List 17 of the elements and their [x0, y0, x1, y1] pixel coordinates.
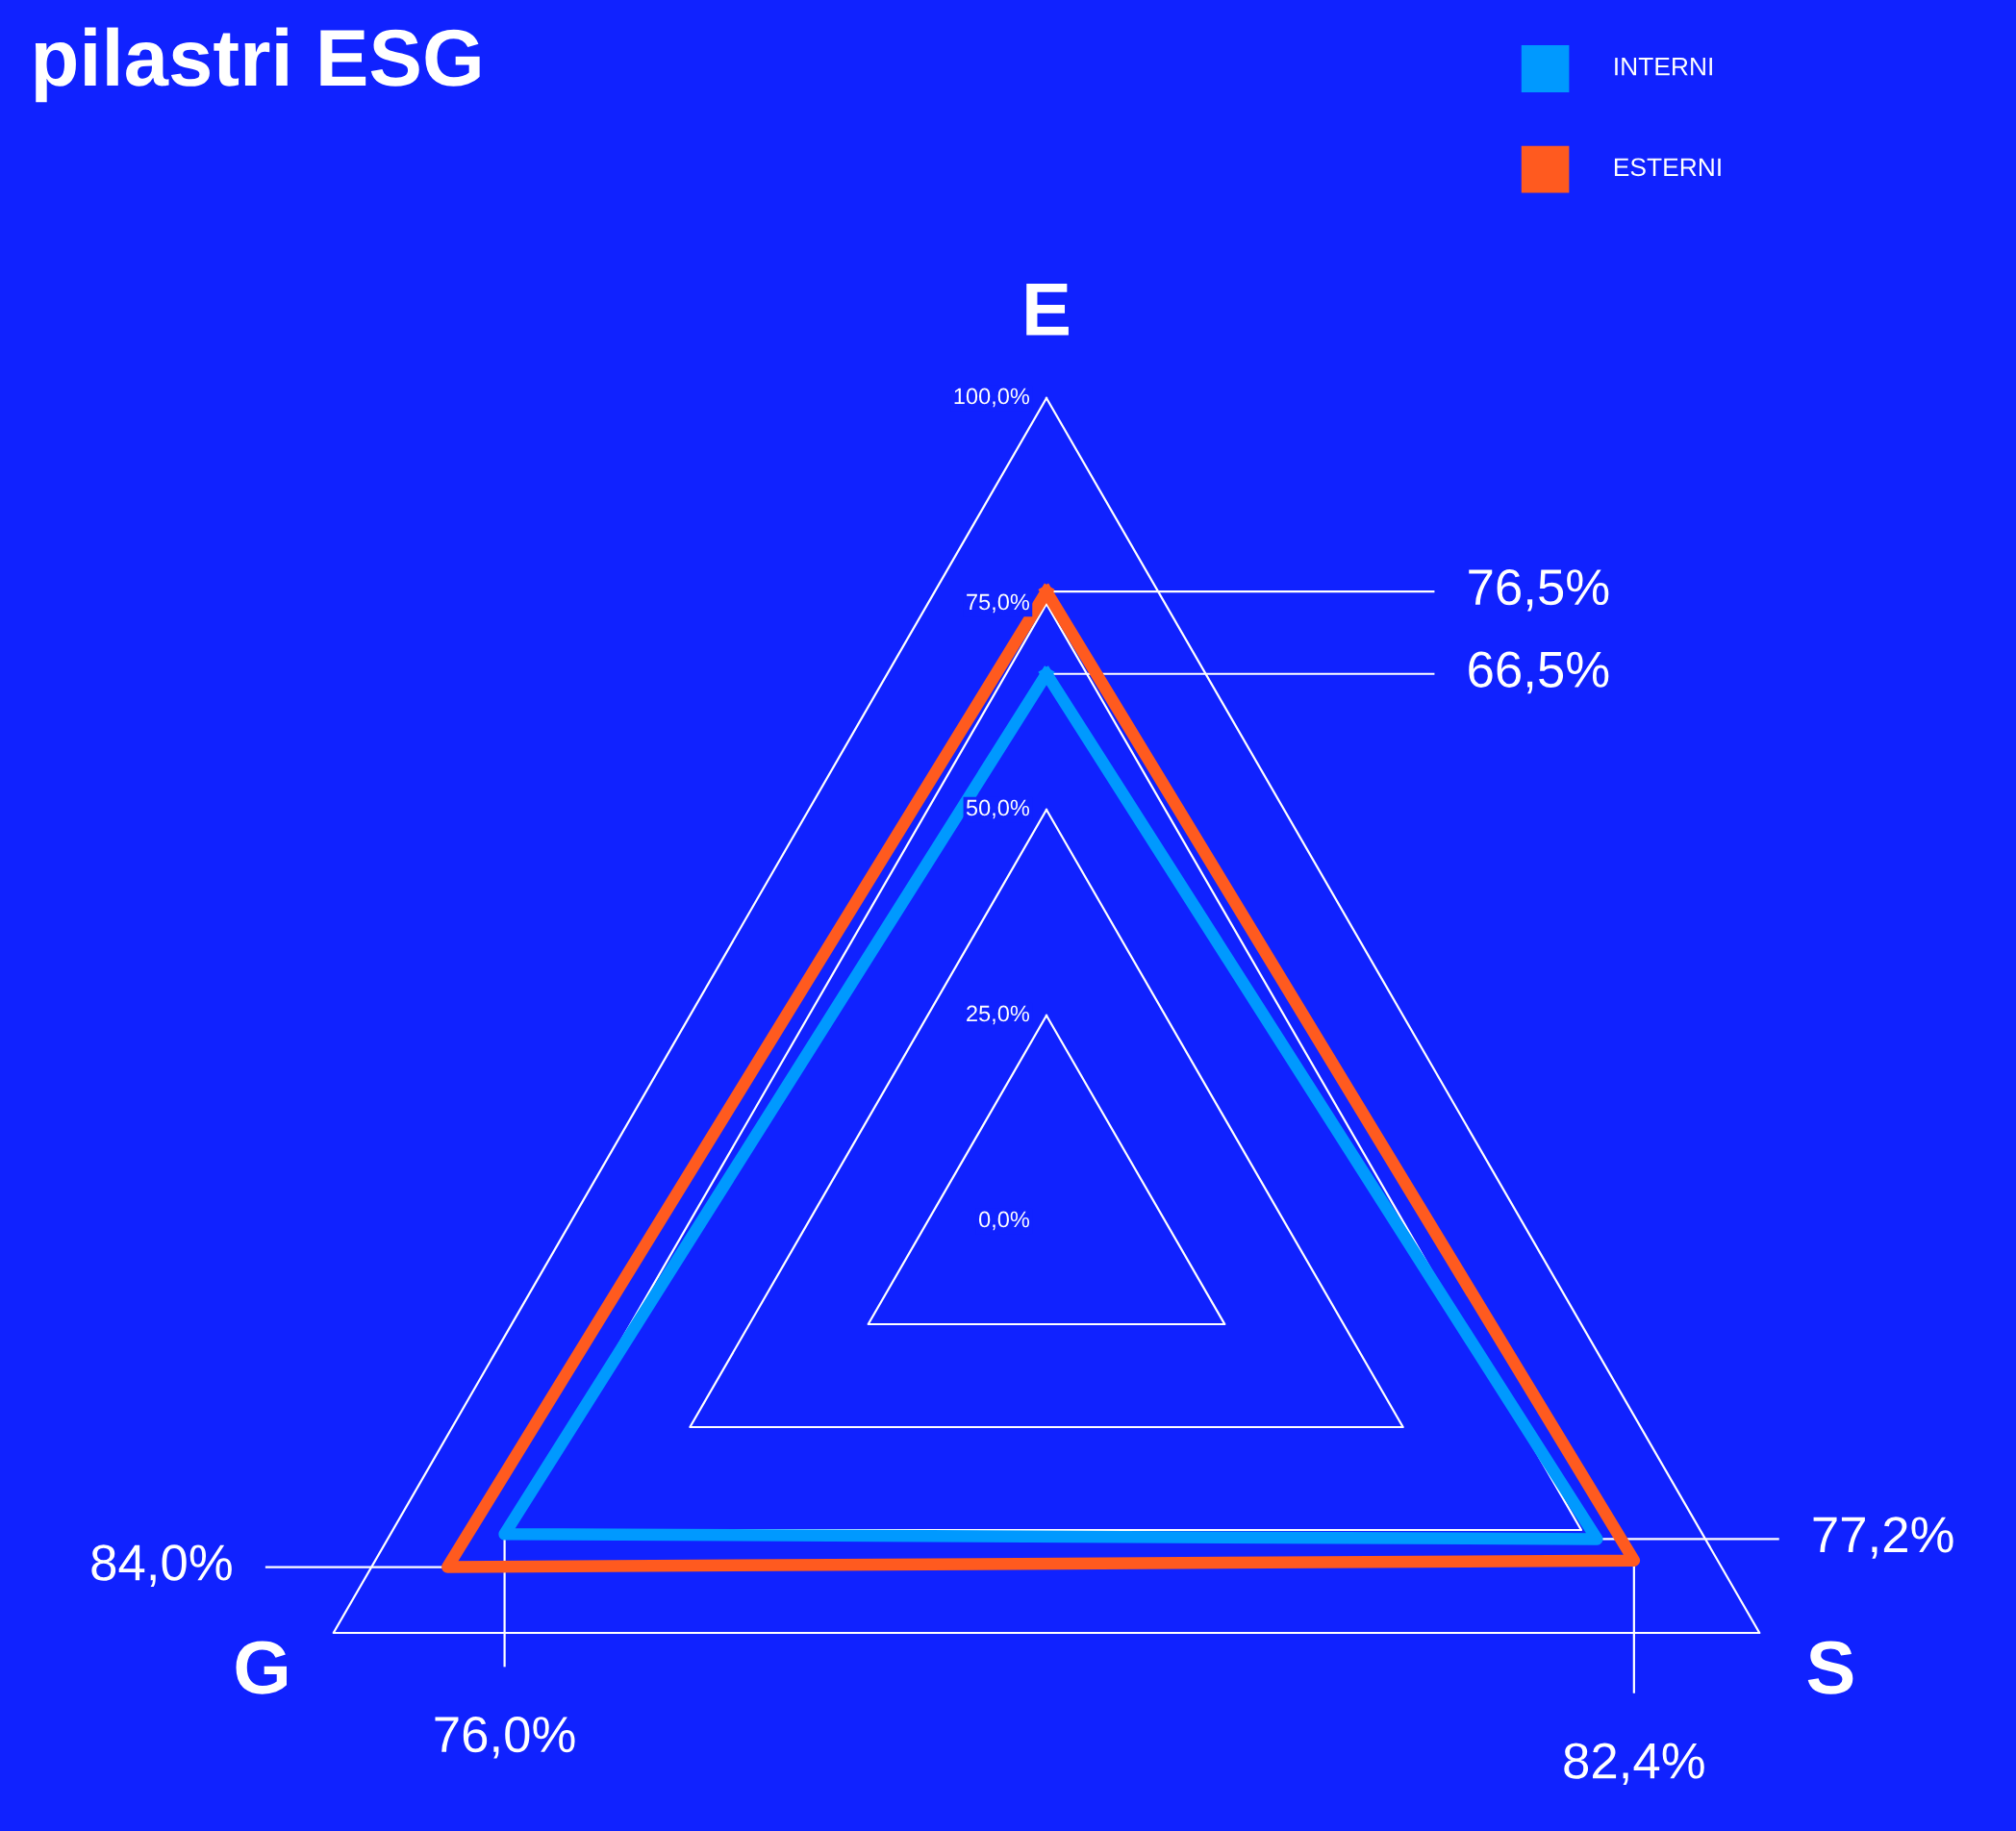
data-label: 66,5%	[1469, 651, 1609, 694]
y-tick-label: 0,0%	[978, 1211, 1030, 1231]
y-tick-label: 75,0%	[967, 593, 1030, 614]
legend-label: INTERNI	[1615, 58, 1712, 76]
spoke-label: E	[1026, 284, 1069, 336]
data-label: 82,4%	[1564, 1743, 1704, 1785]
y-tick-label: 100,0%	[954, 388, 1030, 408]
data-label: 76,5%	[1469, 568, 1609, 612]
y-tick-label: 25,0%	[967, 1005, 1030, 1025]
data-label: 76,0%	[435, 1716, 575, 1759]
legend-label: ESTERNI	[1614, 158, 1721, 177]
y-tick-label: 50,0%	[966, 799, 1030, 819]
spoke-label: G	[236, 1641, 287, 1694]
spoke-label: S	[1807, 1641, 1853, 1694]
chart-title: pilastri ESG	[35, 27, 480, 103]
data-label: 84,0%	[91, 1544, 232, 1587]
data-label: 77,2%	[1813, 1517, 1953, 1559]
